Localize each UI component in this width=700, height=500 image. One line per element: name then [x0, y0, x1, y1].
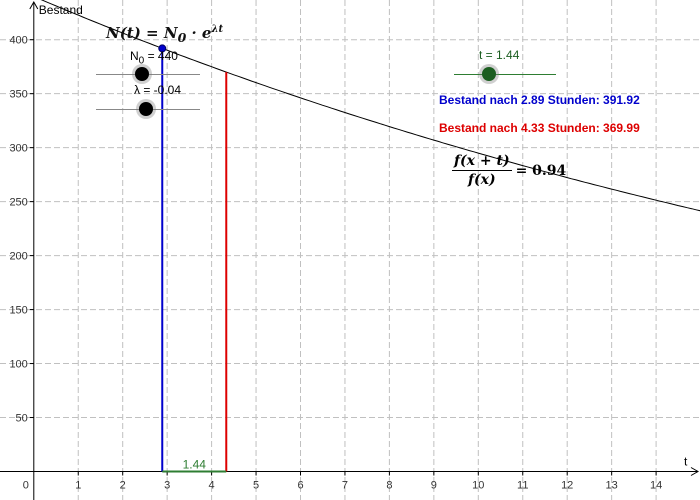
y-tick-label: 150 — [9, 305, 27, 317]
x-tick-label: 10 — [472, 480, 484, 492]
slider-n0-knob[interactable] — [135, 67, 149, 81]
slider-t-knob[interactable] — [482, 67, 496, 81]
x-tick-label: 6 — [297, 480, 303, 492]
formula-dot: · e — [186, 24, 212, 42]
interval-label: 1.44 — [183, 458, 207, 472]
ratio-numerator: f(x + t) — [452, 153, 512, 171]
info-blue-text: Bestand nach 2.89 Stunden: 391.92 — [439, 93, 640, 107]
x-ticks: 0 1 2 3 4 5 6 7 8 9 10 11 12 13 14 — [23, 471, 662, 492]
ratio-fraction: f(x + t) f(x) — [452, 153, 512, 188]
x-tick-label: 5 — [253, 480, 259, 492]
y-tick-label: 400 — [9, 35, 27, 47]
x-tick-label: 2 — [120, 480, 126, 492]
ratio-denominator: f(x) — [467, 172, 496, 188]
slider-n0-label-sub: 0 — [138, 55, 145, 67]
ratio-formula: f(x + t) f(x) = 0.94 — [452, 153, 566, 188]
y-tick-label: 350 — [9, 89, 27, 101]
slider-lambda-knob[interactable] — [139, 102, 153, 116]
formula-sub: 0 — [177, 30, 187, 45]
x-tick-label: 9 — [431, 480, 437, 492]
ratio-result: = 0.94 — [515, 162, 567, 179]
marks-layer: 1.44 — [158, 44, 228, 473]
y-axis-label: Bestand — [39, 3, 83, 17]
x-axis-label: t — [684, 455, 688, 469]
y-tick-label: 100 — [9, 359, 27, 371]
formula-lhs: N(t) = N — [106, 24, 178, 42]
y-ticks: 5010015020025030035040045050055060065070… — [9, 35, 34, 425]
x-tick-label: 11 — [517, 480, 528, 492]
x-tick-label: 14 — [650, 480, 662, 492]
y-tick-label: 50 — [16, 413, 28, 425]
x-axis-arrow — [690, 467, 700, 476]
x-tick-label: 3 — [164, 480, 170, 492]
x-tick-label: 12 — [561, 480, 573, 492]
slider-n0-label-main: N — [130, 49, 139, 63]
slider-lambda-label: λ = -0.04 — [134, 83, 182, 97]
y-tick-label: 300 — [9, 143, 27, 155]
x-tick-label: 13 — [606, 480, 618, 492]
x-tick-label: 8 — [386, 480, 392, 492]
y-tick-label: 250 — [9, 197, 27, 209]
x-tick-label: 0 — [23, 480, 29, 492]
point-on-curve[interactable] — [158, 44, 167, 53]
x-tick-label: 1 — [75, 480, 81, 492]
formula-exp: λt — [211, 24, 224, 35]
curve-layer — [40, 0, 700, 212]
x-tick-label: 4 — [209, 480, 215, 492]
slider-n0-label-rest: = 440 — [144, 49, 178, 63]
y-tick-label: 200 — [9, 251, 27, 263]
x-tick-label: 7 — [342, 480, 348, 492]
slider-t-label: t = 1.44 — [479, 48, 520, 62]
info-red-text: Bestand nach 4.33 Stunden: 369.99 — [439, 121, 640, 135]
slider-t-track[interactable] — [454, 74, 556, 75]
function-curve — [40, 0, 700, 212]
slider-n0-label: N0 = 440 — [130, 49, 178, 66]
y-axis-arrow — [29, 0, 39, 10]
formula-text: N(t) = N0 · eλt — [106, 24, 223, 45]
